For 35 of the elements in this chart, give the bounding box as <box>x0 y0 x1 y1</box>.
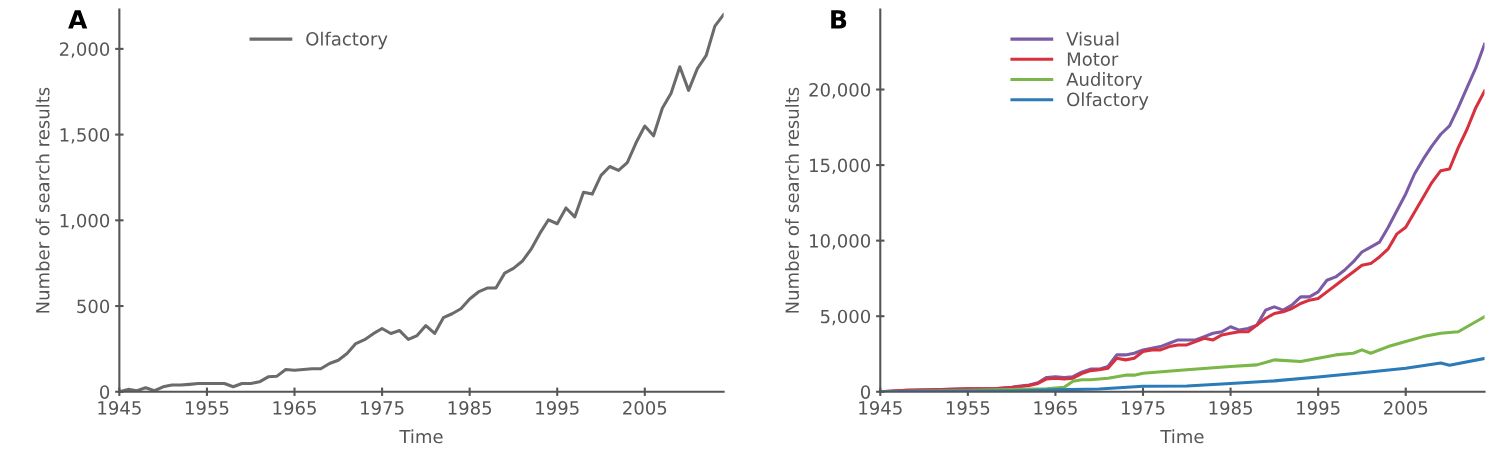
x-tick-label: 1955 <box>946 401 990 415</box>
x-tick-label: 2005 <box>1384 401 1428 415</box>
y-axis-title: Number of search results <box>35 87 50 313</box>
x-tick-label: 1945 <box>859 401 902 415</box>
x-tick-label: 1995 <box>1297 401 1340 415</box>
x-tick-label: 1955 <box>185 401 229 415</box>
x-tick-label: 1945 <box>98 401 141 415</box>
legend-label: Visual <box>1066 31 1119 46</box>
y-tick-label: 0 <box>860 385 871 399</box>
x-tick-label: 1975 <box>361 401 404 415</box>
y-tick-label: 0 <box>100 385 110 399</box>
x-tick-label: 1985 <box>1209 401 1252 415</box>
x-axis-title: Time <box>1160 429 1204 444</box>
x-tick-label: 2005 <box>623 401 667 415</box>
y-axis-title: Number of search results <box>785 87 800 313</box>
x-tick-label: 1975 <box>1122 401 1165 415</box>
chart-title: A <box>68 10 88 29</box>
y-tick-label: 1,000 <box>60 213 110 230</box>
y-tick-label: 500 <box>77 299 110 314</box>
y-tick-label: 1,500 <box>60 128 110 144</box>
y-tick-label: 15,000 <box>810 158 871 175</box>
legend-label: Olfactory <box>306 31 388 50</box>
y-tick-label: 20,000 <box>809 82 871 99</box>
y-tick-label: 10,000 <box>810 234 871 250</box>
y-tick-label: 2,000 <box>59 42 110 58</box>
x-tick-label: 1995 <box>536 401 579 415</box>
y-tick-label: 5,000 <box>820 309 871 326</box>
x-tick-label: 1965 <box>273 401 316 415</box>
chart-title: B <box>831 10 847 29</box>
legend-label: Auditory <box>1066 72 1143 90</box>
legend-label: Motor <box>1067 52 1119 66</box>
x-axis-title: Time <box>399 429 443 444</box>
x-tick-label: 1985 <box>448 401 492 415</box>
x-tick-label: 1965 <box>1034 401 1077 415</box>
legend-label: Olfactory <box>1067 92 1149 110</box>
